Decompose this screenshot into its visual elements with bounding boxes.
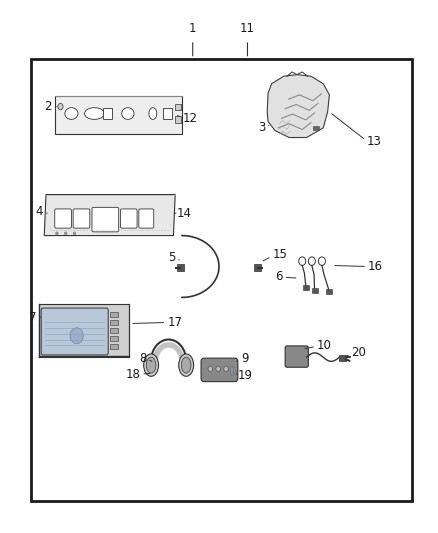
Bar (177, 264, 184, 271)
FancyBboxPatch shape (139, 209, 154, 228)
Bar (110, 312, 118, 317)
Circle shape (70, 328, 83, 344)
Text: 1: 1 (189, 22, 197, 35)
Text: 17: 17 (167, 316, 182, 329)
Text: 4: 4 (35, 205, 43, 218)
Ellipse shape (181, 357, 191, 373)
Bar (110, 320, 118, 325)
FancyBboxPatch shape (41, 308, 108, 355)
FancyBboxPatch shape (201, 358, 238, 382)
FancyBboxPatch shape (73, 209, 90, 228)
Text: 5: 5 (168, 252, 175, 264)
Circle shape (64, 232, 67, 235)
Text: 13: 13 (367, 135, 382, 148)
Text: 8: 8 (139, 352, 146, 365)
Ellipse shape (65, 108, 78, 119)
Text: 12: 12 (183, 112, 198, 125)
FancyBboxPatch shape (285, 346, 308, 367)
Polygon shape (44, 195, 175, 236)
Text: 14: 14 (177, 207, 191, 220)
Bar (110, 336, 118, 341)
Bar (110, 328, 118, 333)
Bar (175, 116, 181, 123)
Ellipse shape (149, 108, 157, 119)
FancyBboxPatch shape (120, 209, 137, 228)
Bar (303, 285, 309, 290)
Ellipse shape (144, 354, 159, 376)
Text: 10: 10 (317, 339, 332, 352)
Text: 18: 18 (125, 368, 140, 381)
FancyBboxPatch shape (55, 209, 71, 228)
Bar (231, 367, 233, 375)
Bar (175, 104, 181, 110)
Bar (31, 59, 412, 501)
Circle shape (308, 257, 315, 265)
Text: 2: 2 (44, 100, 52, 113)
Circle shape (58, 103, 63, 110)
Circle shape (318, 257, 325, 265)
Text: 19: 19 (238, 369, 253, 382)
Text: 6: 6 (275, 270, 283, 282)
Bar (339, 355, 346, 361)
Ellipse shape (85, 108, 104, 119)
Circle shape (73, 232, 76, 235)
Text: 3: 3 (258, 122, 266, 134)
Circle shape (216, 366, 220, 372)
Circle shape (208, 366, 212, 372)
Text: 11: 11 (240, 22, 255, 35)
Ellipse shape (179, 354, 194, 376)
Bar (326, 289, 332, 294)
Bar (103, 108, 112, 119)
Bar (110, 344, 118, 349)
Text: 7: 7 (29, 311, 36, 324)
FancyBboxPatch shape (92, 207, 119, 232)
Polygon shape (267, 75, 329, 138)
Ellipse shape (122, 108, 134, 119)
Circle shape (299, 257, 306, 265)
Bar (163, 108, 172, 119)
Circle shape (56, 232, 58, 235)
Text: 20: 20 (351, 346, 366, 359)
Text: 16: 16 (368, 260, 383, 273)
Polygon shape (39, 304, 129, 357)
Bar (312, 288, 318, 293)
Bar (313, 126, 319, 130)
Circle shape (224, 366, 228, 372)
Bar (254, 264, 261, 271)
Ellipse shape (146, 357, 156, 373)
Text: 9: 9 (241, 352, 248, 365)
Polygon shape (55, 96, 182, 134)
Text: 15: 15 (272, 248, 287, 261)
